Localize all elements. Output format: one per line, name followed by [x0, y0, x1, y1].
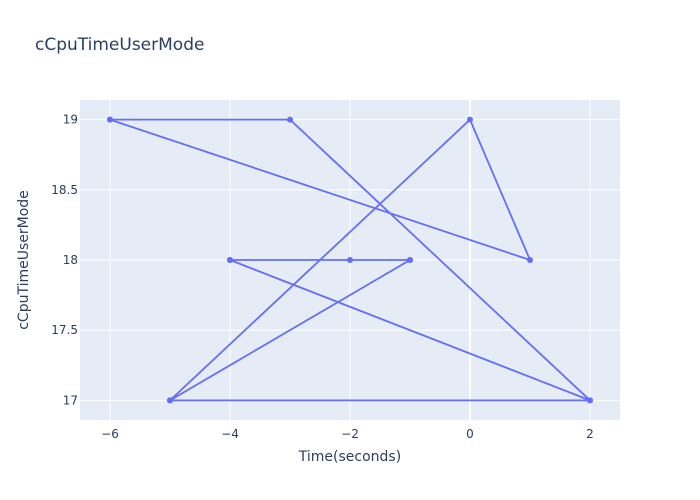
x-tick-label: 2 — [586, 427, 594, 441]
data-point[interactable] — [287, 116, 293, 123]
y-tick-label: 18 — [63, 253, 78, 267]
data-point[interactable] — [527, 257, 533, 263]
y-tick-label: 18.5 — [51, 183, 78, 197]
data-point[interactable] — [107, 116, 113, 123]
y-tick-label: 17.5 — [51, 323, 78, 337]
x-tick-label: 0 — [466, 427, 474, 441]
data-point[interactable] — [167, 397, 173, 404]
x-tick-label: −6 — [101, 427, 119, 441]
data-point[interactable] — [587, 397, 593, 404]
data-point[interactable] — [467, 116, 473, 123]
y-tick-label: 17 — [63, 393, 78, 407]
data-points — [107, 116, 593, 404]
series-line — [109, 118, 593, 402]
data-point[interactable] — [227, 257, 233, 263]
x-axis-ticks: −6 −4 −2 0 2 — [101, 427, 594, 441]
chart-title: cCpuTimeUserMode — [35, 35, 204, 55]
series-cCpuTimeUserMode — [107, 116, 593, 404]
y-axis-title: cCpuTimeUserMode — [16, 190, 32, 330]
data-point[interactable] — [347, 257, 353, 263]
y-tick-label: 19 — [63, 113, 78, 127]
data-point[interactable] — [407, 257, 413, 263]
x-tick-label: −2 — [341, 427, 359, 441]
x-tick-label: −4 — [221, 427, 239, 441]
x-axis-title: Time(seconds) — [298, 449, 401, 465]
y-axis-ticks: 17 17.5 18 18.5 19 — [51, 113, 78, 408]
